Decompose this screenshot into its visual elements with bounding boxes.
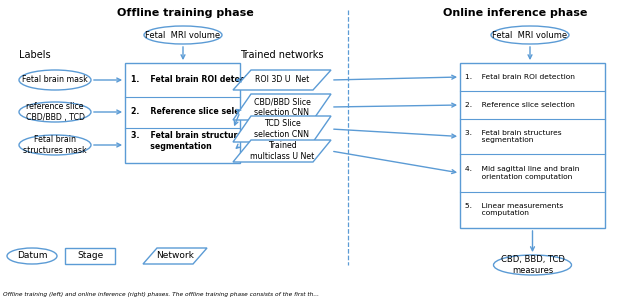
- Ellipse shape: [19, 102, 91, 122]
- Polygon shape: [233, 94, 331, 120]
- Text: Fetal brain mask: Fetal brain mask: [22, 75, 88, 85]
- Text: 1.    Fetal brain ROI detection: 1. Fetal brain ROI detection: [131, 75, 262, 85]
- Text: 1.    Fetal brain ROI detection: 1. Fetal brain ROI detection: [465, 74, 575, 80]
- Text: Fetal brain
structures mask: Fetal brain structures mask: [23, 135, 87, 155]
- Text: Online inference phase: Online inference phase: [443, 8, 587, 18]
- Text: 2.    Reference slice selection: 2. Reference slice selection: [465, 102, 575, 108]
- Polygon shape: [233, 140, 331, 162]
- Text: Datum: Datum: [17, 251, 47, 261]
- Text: 4.    Mid sagittal line and brain
       orientation computation: 4. Mid sagittal line and brain orientati…: [465, 167, 579, 179]
- Text: Trained networks: Trained networks: [240, 50, 324, 60]
- Bar: [65, 248, 115, 264]
- Text: Trained
multiclass U Net: Trained multiclass U Net: [250, 141, 314, 161]
- Ellipse shape: [144, 26, 222, 44]
- Bar: [460, 63, 605, 228]
- Ellipse shape: [7, 248, 57, 264]
- Text: 2.    Reference slice selection: 2. Reference slice selection: [131, 108, 262, 116]
- Text: Fetal  MRI volume: Fetal MRI volume: [145, 30, 221, 40]
- Bar: [125, 63, 240, 163]
- Text: Labels: Labels: [19, 50, 51, 60]
- Text: reference slice
CBD/BBD , TCD: reference slice CBD/BBD , TCD: [26, 102, 84, 122]
- Ellipse shape: [19, 70, 91, 90]
- Text: Stage: Stage: [77, 251, 103, 261]
- Text: Fetal  MRI volume: Fetal MRI volume: [492, 30, 568, 40]
- Text: Offline training phase: Offline training phase: [116, 8, 253, 18]
- Polygon shape: [143, 248, 207, 264]
- Text: 5.    Linear measurements
       computation: 5. Linear measurements computation: [465, 203, 563, 216]
- Text: TCD Slice
selection CNN: TCD Slice selection CNN: [255, 119, 310, 139]
- Ellipse shape: [493, 255, 572, 275]
- Ellipse shape: [491, 26, 569, 44]
- Text: Network: Network: [156, 251, 194, 261]
- Text: ROI 3D U  Net: ROI 3D U Net: [255, 75, 309, 85]
- Polygon shape: [233, 116, 331, 142]
- Text: 3.    Fetal brain structures
       segmentation: 3. Fetal brain structures segmentation: [131, 131, 248, 151]
- Text: 3.    Fetal brain structures
       segmentation: 3. Fetal brain structures segmentation: [465, 130, 562, 143]
- Text: CBD/BBD Slice
selection CNN: CBD/BBD Slice selection CNN: [253, 97, 310, 117]
- Polygon shape: [233, 70, 331, 90]
- Ellipse shape: [19, 135, 91, 155]
- Text: Offline training (left) and online inference (right) phases. The offline trainin: Offline training (left) and online infer…: [3, 292, 319, 297]
- Text: CBD, BBD, TCD
measures: CBD, BBD, TCD measures: [500, 255, 564, 275]
